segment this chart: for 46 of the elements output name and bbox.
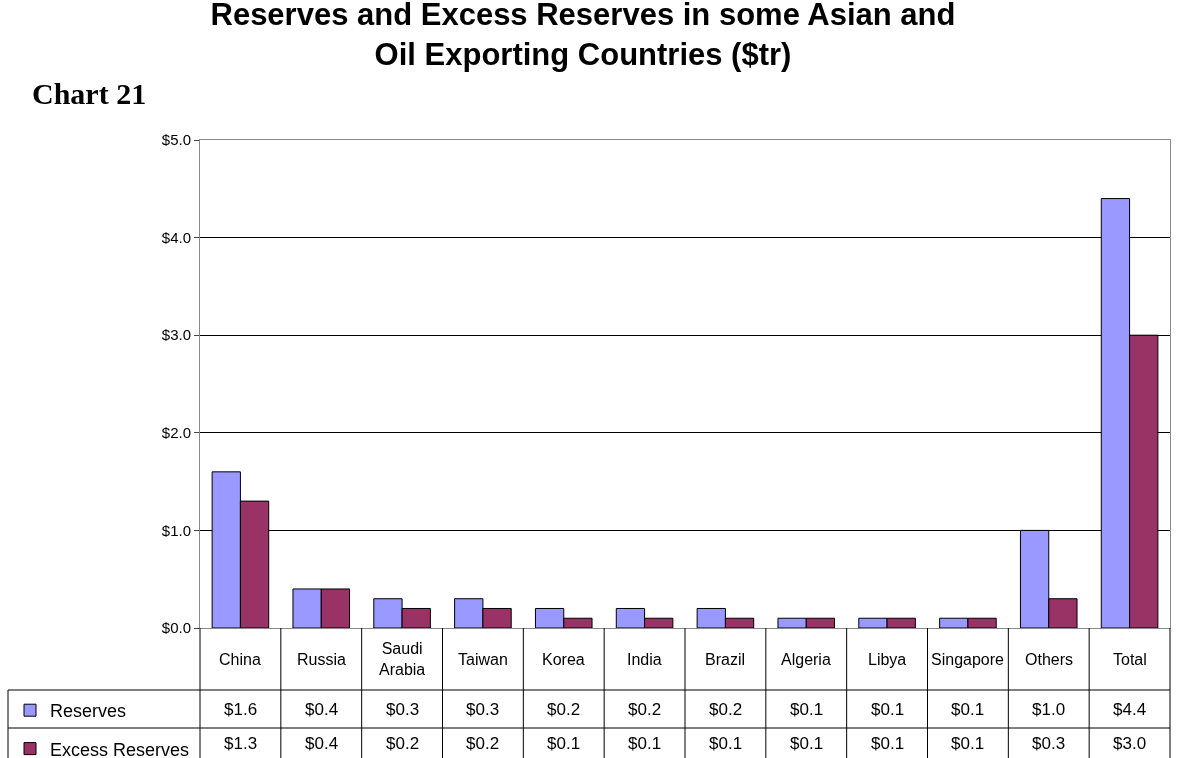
x-tick-label: Total xyxy=(1113,651,1147,668)
data-label: $0.2 xyxy=(466,734,500,753)
y-tick-label: $4.0 xyxy=(161,228,191,246)
x-tick-label: China xyxy=(219,651,261,668)
data-label: $0.2 xyxy=(547,700,581,719)
data-label: $0.1 xyxy=(547,734,581,753)
data-label: $1.6 xyxy=(224,700,258,719)
data-label: $0.2 xyxy=(386,734,420,753)
data-label: $1.3 xyxy=(224,734,258,753)
data-label: $1.0 xyxy=(1032,700,1066,719)
y-tick-label: $0.0 xyxy=(161,619,191,637)
data-label: $0.4 xyxy=(305,734,339,753)
chart-title: Reserves and Excess Reserves in some Asian and Oil Exporting Countries ($tr) xyxy=(210,0,956,73)
y-tick-label: $5.0 xyxy=(161,131,191,149)
legend-label: Reserves xyxy=(50,701,127,722)
data-label: $0.1 xyxy=(951,734,985,753)
y-tick-label: $2.0 xyxy=(161,424,191,442)
y-tick-label: $1.0 xyxy=(161,521,191,539)
x-tick-label: Singapore xyxy=(931,651,1005,668)
caption: Chart 21 xyxy=(32,77,147,110)
x-tick-label: Korea xyxy=(542,651,585,668)
x-tick-label: Saudi Arabia xyxy=(379,640,426,678)
data-label: $0.1 xyxy=(709,734,743,753)
x-tick-label: Algeria xyxy=(781,651,831,668)
x-tick-label: Taiwan xyxy=(458,651,508,668)
x-tick-label: India xyxy=(627,651,662,668)
data-label: $0.2 xyxy=(628,700,662,719)
x-tick-label: Russia xyxy=(297,651,347,668)
data-label: $0.1 xyxy=(951,700,985,719)
data-label: $0.3 xyxy=(1032,734,1066,753)
data-label: $0.1 xyxy=(871,700,905,719)
data-label: $0.4 xyxy=(305,700,339,719)
legend-label: Excess Reserves xyxy=(50,739,190,758)
data-label: $4.4 xyxy=(1113,700,1147,719)
x-tick-label: Others xyxy=(1025,651,1074,668)
data-label: $0.1 xyxy=(790,734,824,753)
x-tick-label: Libya xyxy=(868,651,907,668)
data-label: $0.2 xyxy=(709,700,743,719)
data-label: $0.3 xyxy=(386,700,420,719)
data-label: $0.1 xyxy=(790,700,824,719)
data-label: $3.0 xyxy=(1113,734,1147,753)
data-label: $0.3 xyxy=(466,700,500,719)
x-tick-label: Brazil xyxy=(705,651,746,668)
y-tick-label: $3.0 xyxy=(161,326,191,344)
data-label: $0.1 xyxy=(871,734,905,753)
data-label: $0.1 xyxy=(628,734,662,753)
